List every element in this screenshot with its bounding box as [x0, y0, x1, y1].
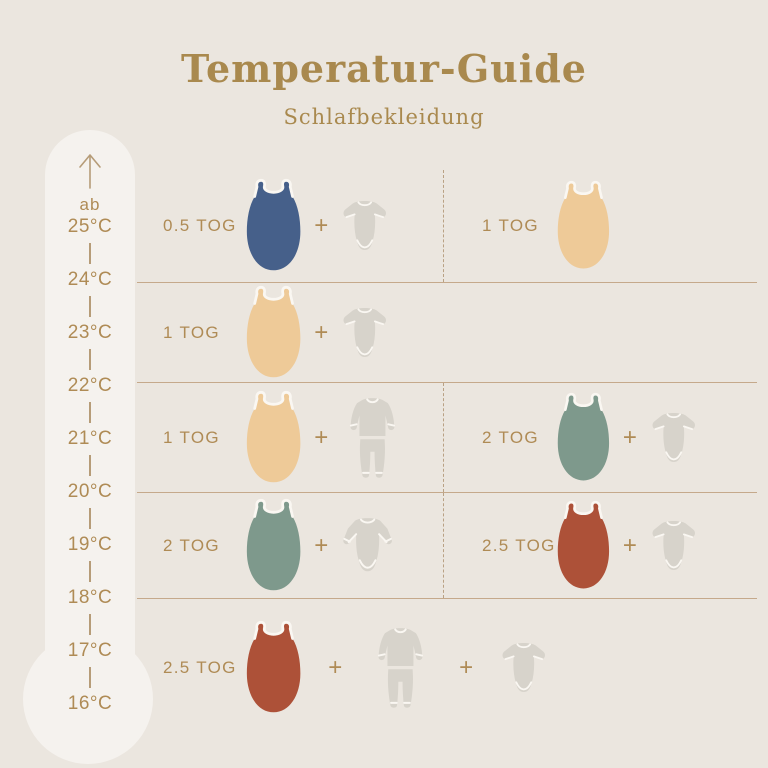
temperature-label: 19°C — [67, 534, 113, 555]
scale-tick — [89, 451, 91, 480]
sleeping-bag-icon — [556, 180, 611, 272]
guide-cell-right: 2 TOG + — [443, 383, 757, 492]
sleeping-bag-icon — [245, 620, 302, 716]
guide-cell-left: 2.5 TOG + + — [137, 599, 757, 737]
page-subtitle: Schlafbekleidung — [283, 105, 485, 129]
tog-label: 2 TOG — [163, 535, 220, 555]
tog-label: 1 TOG — [163, 427, 220, 447]
range-prefix-label: ab — [79, 195, 101, 214]
temperature-label: 22°C — [67, 375, 113, 396]
guide-row: 0.5 TOG + 1 TOG — [137, 170, 757, 283]
thermometer-bulb — [23, 634, 153, 764]
sleeping-bag-icon — [556, 500, 611, 592]
guide-row: 1 TOG + 2 TOG + — [137, 383, 757, 493]
plus-sign: + — [314, 423, 329, 451]
sleeping-bag-icon — [556, 392, 611, 484]
scale-tick — [89, 610, 91, 639]
page-title: Temperatur-Guide — [181, 46, 587, 91]
bodysuit-short-sleeve-icon — [340, 306, 390, 360]
scale-tick — [89, 504, 91, 533]
tog-label: 2 TOG — [482, 427, 539, 447]
guide-cell-right: 1 TOG — [443, 170, 757, 282]
guide-rows: 0.5 TOG + 1 TOG 1 TOG + — [137, 170, 757, 737]
tog-label: 0.5 TOG — [163, 216, 237, 235]
plus-sign: + — [622, 423, 637, 451]
temperature-label: 23°C — [67, 322, 113, 343]
bodysuit-long-sleeve-icon — [340, 516, 395, 576]
temperature-label: 25°C — [67, 216, 113, 237]
sleeping-bag-icon — [245, 285, 302, 381]
plus-sign: + — [314, 318, 329, 346]
temperature-label: 24°C — [67, 269, 113, 290]
tog-label: 1 TOG — [163, 322, 220, 342]
bodysuit-short-sleeve-icon — [499, 641, 549, 695]
bodysuit-short-sleeve-icon — [649, 519, 699, 573]
scale-tick — [89, 557, 91, 586]
tog-label: 2.5 TOG — [482, 535, 556, 555]
plus-sign: + — [314, 212, 329, 239]
guide-row: 1 TOG + — [137, 283, 757, 383]
scale-tick — [89, 239, 91, 268]
temperature-scale: ab 25°C 24°C 23°C 22°C 21°C 20°C 19°C 18°C 17°C 1… — [45, 152, 135, 716]
scale-tick — [89, 345, 91, 374]
pajamas-icon — [340, 393, 405, 483]
scale-tick — [89, 398, 91, 427]
guide-cell-left: 2 TOG + — [137, 493, 443, 598]
sleeping-bag-icon — [245, 390, 302, 486]
guide-cell-left: 1 TOG + — [137, 283, 757, 382]
guide-row: 2.5 TOG + + — [137, 599, 757, 737]
arrow-up-icon — [79, 154, 101, 189]
tog-label: 1 TOG — [482, 216, 539, 235]
guide-row: 2 TOG + 2.5 TOG + — [137, 493, 757, 599]
scale-tick — [89, 663, 91, 692]
temperature-label: 16°C — [67, 693, 113, 714]
plus-sign: + — [328, 654, 343, 681]
plus-sign: + — [459, 654, 474, 681]
sleeping-bag-icon — [245, 498, 302, 594]
plus-sign: + — [622, 531, 637, 559]
tog-label: 2.5 TOG — [163, 658, 237, 677]
guide-cell-left: 0.5 TOG + — [137, 170, 443, 282]
sleeping-bag-icon — [245, 178, 302, 274]
temperature-label: 21°C — [67, 428, 113, 449]
temperature-label: 17°C — [67, 640, 113, 661]
plus-sign: + — [314, 531, 329, 559]
temperature-label: 18°C — [67, 587, 113, 608]
guide-cell-right: 2.5 TOG + — [443, 493, 757, 598]
temperature-label: 20°C — [67, 481, 113, 502]
bodysuit-short-sleeve-icon — [649, 411, 699, 465]
scale-tick — [89, 292, 91, 321]
guide-cell-left: 1 TOG + — [137, 383, 443, 492]
bodysuit-short-sleeve-icon — [340, 199, 390, 253]
pajamas-icon — [368, 623, 433, 713]
